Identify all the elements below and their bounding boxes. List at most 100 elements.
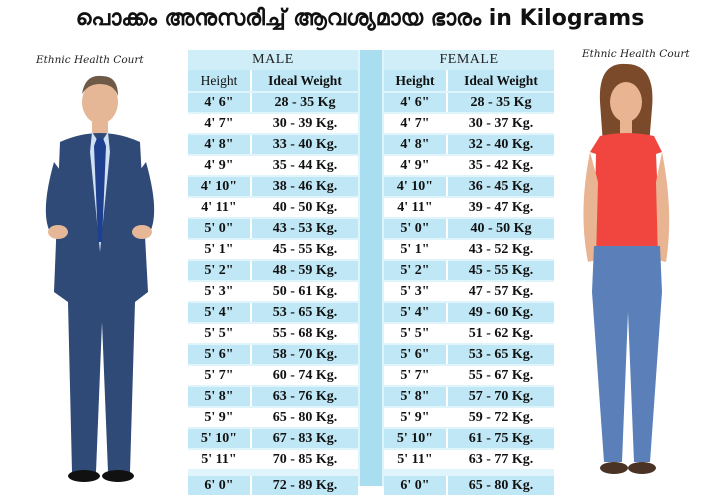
table-row: 5' 8" 63 - 76 Kg. (188, 387, 358, 406)
female-height-cell: 4' 6" (384, 93, 448, 112)
female-height-cell: 5' 6" (384, 345, 448, 364)
table-row: 5' 5" 51 - 62 Kg. (384, 324, 554, 343)
male-label: MALE (188, 50, 358, 70)
table-row: 5' 0" 43 - 53 Kg. (188, 219, 358, 238)
female-height-cell: 4' 9" (384, 156, 448, 175)
male-weight-cell: 53 - 65 Kg. (252, 303, 358, 322)
female-rows: 4' 6" 28 - 35 Kg 4' 7" 30 - 37 Kg. 4' 8" 32 -… (384, 93, 554, 495)
table-row: 5' 4" 53 - 65 Kg. (188, 303, 358, 322)
table-row: 5' 9" 65 - 80 Kg. (188, 408, 358, 427)
male-weight-cell: 65 - 80 Kg. (252, 408, 358, 427)
table-row: 5' 5" 55 - 68 Kg. (188, 324, 358, 343)
male-height-cell: 4' 7" (188, 114, 252, 133)
male-weight-cell: 48 - 59 Kg. (252, 261, 358, 280)
woman-photo (583, 63, 670, 474)
female-height-cell: 4' 7" (384, 114, 448, 133)
female-weight-cell: 61 - 75 Kg. (448, 429, 554, 448)
female-weight-cell: 47 - 57 Kg. (448, 282, 554, 301)
female-height-cell: 5' 7" (384, 366, 448, 385)
female-height-cell: 4' 11" (384, 198, 448, 217)
table-row: 4' 8" 33 - 40 Kg. (188, 135, 358, 154)
female-height-cell: 5' 2" (384, 261, 448, 280)
male-weight-cell: 45 - 55 Kg. (252, 240, 358, 259)
table-row: 5' 4" 49 - 60 Kg. (384, 303, 554, 322)
male-weight-cell: 55 - 68 Kg. (252, 324, 358, 343)
male-column-headers: Height Ideal Weight (188, 70, 358, 91)
female-weight-cell: 39 - 47 Kg. (448, 198, 554, 217)
male-weight-cell: 70 - 85 Kg. (252, 450, 358, 469)
male-height-cell: 5' 6" (188, 345, 252, 364)
male-height-cell: 4' 9" (188, 156, 252, 175)
male-weight-cell: 67 - 83 Kg. (252, 429, 358, 448)
female-weight-cell: 49 - 60 Kg. (448, 303, 554, 322)
table-row: 5' 2" 45 - 55 Kg. (384, 261, 554, 280)
table-divider (360, 50, 382, 486)
female-height-header: Height (384, 70, 448, 91)
female-height-cell: 5' 11" (384, 450, 448, 469)
male-weight-cell: 28 - 35 Kg (252, 93, 358, 112)
male-weight-cell: 50 - 61 Kg. (252, 282, 358, 301)
male-height-cell: 5' 4" (188, 303, 252, 322)
male-height-cell: 4' 11" (188, 198, 252, 217)
male-weight-cell: 63 - 76 Kg. (252, 387, 358, 406)
male-weight-cell: 38 - 46 Kg. (252, 177, 358, 196)
credit-right: Ethnic Health Court (582, 48, 690, 60)
table-row: 5' 11" 70 - 85 Kg. (188, 450, 358, 469)
female-panel: FEMALE Height Ideal Weight 4' 6" 28 - 35 … (384, 50, 554, 495)
table-row: 4' 6" 28 - 35 Kg (384, 93, 554, 112)
table-row: 5' 2" 48 - 59 Kg. (188, 261, 358, 280)
male-panel: MALE Height Ideal Weight 4' 6" 28 - 35 Kg… (188, 50, 358, 495)
table-row: 5' 3" 47 - 57 Kg. (384, 282, 554, 301)
table-row: 5' 7" 60 - 74 Kg. (188, 366, 358, 385)
male-height-cell: 5' 7" (188, 366, 252, 385)
male-weight-cell: 40 - 50 Kg. (252, 198, 358, 217)
female-height-cell: 5' 1" (384, 240, 448, 259)
male-height-cell: 5' 11" (188, 450, 252, 469)
female-height-cell: 5' 5" (384, 324, 448, 343)
table-row: 5' 7" 55 - 67 Kg. (384, 366, 554, 385)
female-weight-cell: 55 - 67 Kg. (448, 366, 554, 385)
female-weight-cell: 53 - 65 Kg. (448, 345, 554, 364)
female-height-cell: 5' 9" (384, 408, 448, 427)
female-height-cell: 5' 10" (384, 429, 448, 448)
male-height-cell: 5' 5" (188, 324, 252, 343)
male-rows: 4' 6" 28 - 35 Kg 4' 7" 30 - 39 Kg. 4' 8" 33 -… (188, 93, 358, 495)
male-height-cell: 5' 8" (188, 387, 252, 406)
male-height-cell: 5' 9" (188, 408, 252, 427)
female-weight-cell: 35 - 42 Kg. (448, 156, 554, 175)
female-column-headers: Height Ideal Weight (384, 70, 554, 91)
male-height-header: Height (188, 70, 252, 91)
table-row: 4' 9" 35 - 44 Kg. (188, 156, 358, 175)
table-row: 4' 11" 40 - 50 Kg. (188, 198, 358, 217)
female-weight-cell: 43 - 52 Kg. (448, 240, 554, 259)
credit-left: Ethnic Health Court (36, 54, 144, 66)
table-row: 4' 9" 35 - 42 Kg. (384, 156, 554, 175)
female-weight-cell: 30 - 37 Kg. (448, 114, 554, 133)
male-weight-cell: 33 - 40 Kg. (252, 135, 358, 154)
table-row: 4' 11" 39 - 47 Kg. (384, 198, 554, 217)
table-row: 4' 10" 36 - 45 Kg. (384, 177, 554, 196)
weight-table: MALE Height Ideal Weight 4' 6" 28 - 35 Kg… (188, 50, 554, 495)
male-height-cell: 4' 10" (188, 177, 252, 196)
table-row: 5' 1" 45 - 55 Kg. (188, 240, 358, 259)
table-row: 4' 10" 38 - 46 Kg. (188, 177, 358, 196)
male-height-cell: 5' 3" (188, 282, 252, 301)
female-height-cell: 5' 8" (384, 387, 448, 406)
table-row: 5' 11" 63 - 77 Kg. (384, 450, 554, 469)
female-weight-cell: 59 - 72 Kg. (448, 408, 554, 427)
male-weight-cell: 43 - 53 Kg. (252, 219, 358, 238)
table-row: 4' 7" 30 - 37 Kg. (384, 114, 554, 133)
table-row: 5' 6" 58 - 70 Kg. (188, 345, 358, 364)
table-row: 4' 7" 30 - 39 Kg. (188, 114, 358, 133)
female-weight-cell: 63 - 77 Kg. (448, 450, 554, 469)
table-row: 5' 10" 61 - 75 Kg. (384, 429, 554, 448)
male-height-cell: 4' 6" (188, 93, 252, 112)
female-weight-cell: 45 - 55 Kg. (448, 261, 554, 280)
male-height-cell: 4' 8" (188, 135, 252, 154)
male-weight-cell: 35 - 44 Kg. (252, 156, 358, 175)
page-title: പൊക്കം അനുസരിച്ച് ആവശ്യമായ ഭാരം in Kilog… (75, 6, 645, 31)
female-label: FEMALE (384, 50, 554, 70)
man-photo (45, 75, 155, 482)
female-weight-cell: 40 - 50 Kg (448, 219, 554, 238)
table-row: 5' 9" 59 - 72 Kg. (384, 408, 554, 427)
